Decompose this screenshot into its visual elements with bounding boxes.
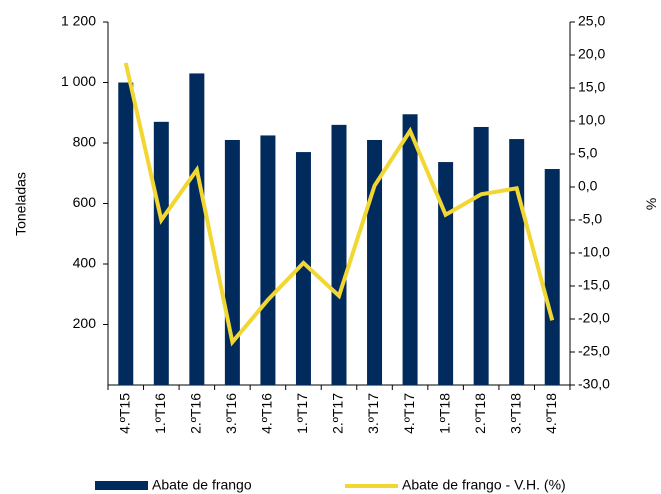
x-tick-label: 2.ºT17 <box>330 393 346 434</box>
y-tick-label: 1 000 <box>61 73 96 89</box>
y-tick-label: 400 <box>73 255 97 271</box>
y-tick-label: 200 <box>73 315 97 331</box>
x-tick-label: 2.ºT18 <box>472 393 488 434</box>
bar <box>189 73 205 386</box>
bar <box>544 169 560 385</box>
x-tick-label: 1.ºT17 <box>294 393 310 434</box>
x-tick-label: 4.ºT17 <box>401 393 417 434</box>
x-tick-label: 3.ºT18 <box>507 393 523 434</box>
y-tick-label: 1 200 <box>61 13 96 29</box>
legend-label: Abate de frango <box>152 477 252 493</box>
y-tick-label: 800 <box>73 134 97 150</box>
x-tick-label: 2.ºT16 <box>188 393 204 434</box>
y2-tick-label: -10,0 <box>578 244 610 260</box>
y2-tick-label: -5,0 <box>578 211 602 227</box>
bar <box>402 114 418 385</box>
y2-tick-label: -20,0 <box>578 310 610 326</box>
y-axis-label: Toneladas <box>13 172 29 236</box>
line <box>123 62 555 347</box>
y2-tick-label: 20,0 <box>578 46 605 62</box>
bar <box>331 124 347 385</box>
bar <box>295 152 311 385</box>
y2-tick-label: 5,0 <box>578 145 598 161</box>
x-tick-label: 1.ºT16 <box>152 393 168 434</box>
y2-tick-label: -25,0 <box>578 343 610 359</box>
y2-tick-label: -15,0 <box>578 277 610 293</box>
y2-tick-label: 0,0 <box>578 178 598 194</box>
legend-swatch <box>95 481 148 490</box>
x-tick-label: 1.ºT18 <box>436 393 452 434</box>
y2-tick-label: 15,0 <box>578 79 605 95</box>
x-tick-label: 3.ºT16 <box>223 393 239 434</box>
bar <box>153 121 169 385</box>
x-tick-label: 4.ºT18 <box>543 393 559 434</box>
bar <box>509 139 525 385</box>
legend-label: Abate de frango - V.H. (%) <box>402 477 566 493</box>
y2-tick-label: -30,0 <box>578 376 610 392</box>
y2-tick-label: 25,0 <box>578 13 605 29</box>
x-tick-label: 4.ºT16 <box>259 393 275 434</box>
x-tick-label: 3.ºT17 <box>365 393 381 434</box>
bar <box>224 139 240 385</box>
y-tick-label: 600 <box>73 194 97 210</box>
x-tick-label: 4.ºT15 <box>116 393 132 434</box>
y2-axis-label: % <box>643 198 659 210</box>
bar <box>438 162 454 385</box>
bar <box>473 126 489 385</box>
y2-tick-label: 10,0 <box>578 112 605 128</box>
bar <box>260 135 276 385</box>
bar <box>118 82 134 385</box>
